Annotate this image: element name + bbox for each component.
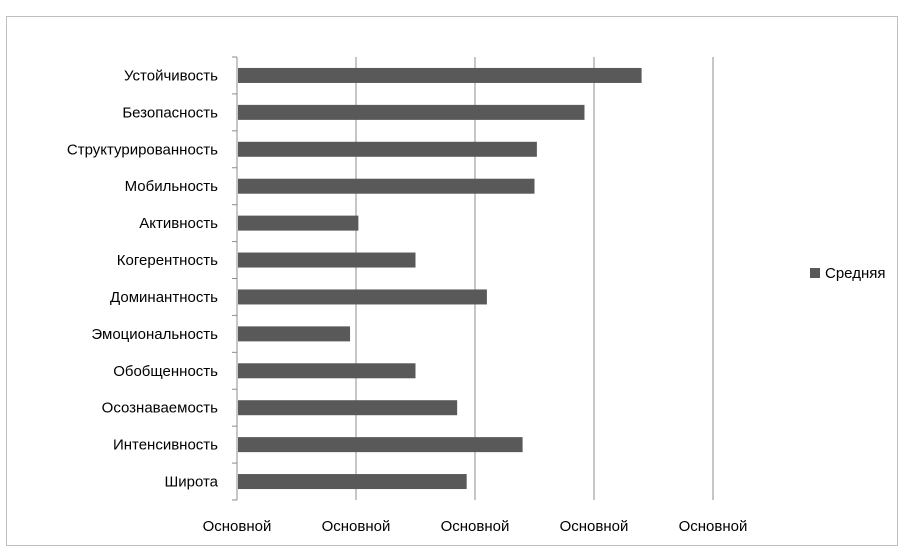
chart-frame [6,16,898,546]
bar [238,363,416,379]
bar [238,400,458,416]
legend-swatch [810,268,820,278]
category-label: Устойчивость [124,67,218,84]
category-label: Обобщенность [113,363,218,380]
x-tick-label: Основной [203,518,272,535]
bar [238,474,467,490]
category-label: Безопасность [122,104,218,121]
category-label: Осознаваемость [102,400,219,417]
bars [238,67,642,490]
bar [238,289,487,305]
category-label: Интенсивность [113,437,218,454]
bar [238,104,585,120]
category-label: Доминантность [110,289,218,306]
bar [238,67,642,83]
legend: Средняя [810,265,885,282]
bar [238,215,359,231]
category-label: Когерентность [117,252,218,269]
bar [238,252,416,268]
bar [238,437,523,453]
category-label: Активность [139,215,218,232]
category-label: Структурированность [67,141,218,158]
bar [238,141,537,157]
category-label: Эмоциональность [91,326,218,343]
x-tick-label: Основной [441,518,510,535]
gridlines [355,57,714,500]
y-axis-ticks [232,56,237,501]
category-labels: Устойчивость Безопасность Структурированно… [67,67,219,490]
bar [238,326,351,342]
x-tick-label: Основной [560,518,629,535]
bar [238,178,535,194]
category-label: Широта [164,474,218,491]
category-label: Мобильность [125,178,219,195]
x-tick-labels: Основной Основной Основной Основной Основной [203,518,748,535]
x-tick-label: Основной [679,518,748,535]
x-tick-label: Основной [322,518,391,535]
legend-label: Средняя [825,265,885,282]
